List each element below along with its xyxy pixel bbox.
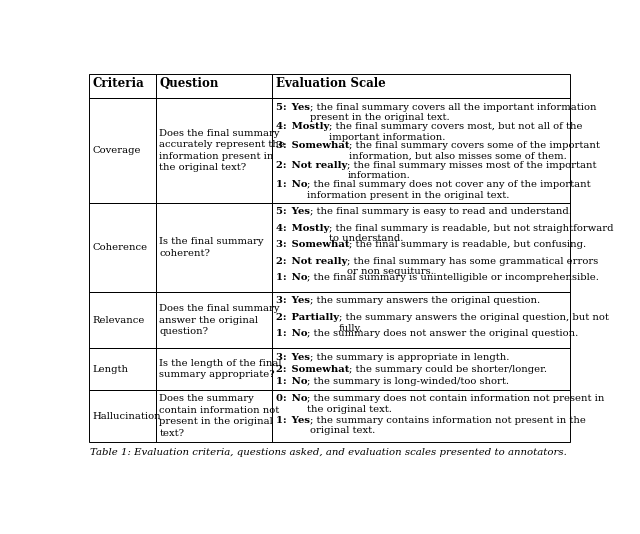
Bar — [156, 203, 273, 292]
Bar — [89, 349, 156, 390]
Text: 3: Somewhat: 3: Somewhat — [276, 240, 349, 249]
Text: 4: Mostly: 4: Mostly — [276, 122, 329, 131]
Bar — [273, 98, 570, 203]
Bar — [156, 98, 273, 203]
Bar — [156, 390, 273, 442]
Text: Table 1: Evaluation criteria, questions asked, and evaluation scales presented t: Table 1: Evaluation criteria, questions … — [90, 448, 566, 457]
Text: 1: Yes: 1: Yes — [276, 416, 310, 425]
Text: Coverage: Coverage — [92, 146, 141, 155]
Text: 2: Somewhat: 2: Somewhat — [276, 365, 349, 374]
Bar — [273, 203, 570, 292]
Text: 2: Not really: 2: Not really — [276, 161, 347, 170]
Text: ; the final summary is unintelligible or incomprehensible.: ; the final summary is unintelligible or… — [307, 273, 599, 282]
Text: ; the final summary does not cover any of the important
information present in t: ; the final summary does not cover any o… — [307, 180, 591, 200]
Text: ; the summary is long-winded/too short.: ; the summary is long-winded/too short. — [307, 377, 509, 386]
Text: 5: Yes: 5: Yes — [276, 103, 310, 112]
Text: Criteria: Criteria — [92, 77, 144, 90]
Text: ; the final summary is readable, but confusing.: ; the final summary is readable, but con… — [349, 240, 586, 249]
Text: ; the final summary covers all the important information
present in the original: ; the final summary covers all the impor… — [310, 103, 596, 122]
Text: ; the summary does not contain information not present in
the original text.: ; the summary does not contain informati… — [307, 394, 605, 413]
Text: ; the summary answers the original question, but not
fully.: ; the summary answers the original quest… — [339, 313, 609, 333]
Bar — [156, 349, 273, 390]
Text: Is the final summary
coherent?: Is the final summary coherent? — [159, 237, 264, 258]
Text: ; the summary contains information not present in the
original text.: ; the summary contains information not p… — [310, 416, 586, 435]
Text: Length: Length — [92, 365, 129, 374]
Text: Evaluation Scale: Evaluation Scale — [276, 77, 386, 90]
Text: ; the summary could be shorter/longer.: ; the summary could be shorter/longer. — [349, 365, 547, 374]
Text: Does the final summary
answer the original
question?: Does the final summary answer the origin… — [159, 304, 280, 336]
Text: ; the final summary covers some of the important
information, but also misses so: ; the final summary covers some of the i… — [349, 142, 600, 161]
Bar — [89, 292, 156, 349]
Text: 1: No: 1: No — [276, 180, 307, 189]
Text: 1: No: 1: No — [276, 377, 307, 386]
Text: 3: Yes: 3: Yes — [276, 296, 310, 305]
Bar — [89, 390, 156, 442]
Text: 3: Yes: 3: Yes — [276, 352, 310, 362]
Text: ; the summary answers the original question.: ; the summary answers the original quest… — [310, 296, 540, 305]
Text: ; the final summary covers most, but not all of the
important information.: ; the final summary covers most, but not… — [329, 122, 582, 142]
Text: Does the final summary
accurately represent the
information present in
the origi: Does the final summary accurately repres… — [159, 129, 285, 172]
Bar — [89, 203, 156, 292]
Text: ; the final summary is readable, but not straightforward
to understand.: ; the final summary is readable, but not… — [329, 224, 614, 244]
Text: 2: Not really: 2: Not really — [276, 257, 347, 265]
Text: ; the summary does not answer the original question.: ; the summary does not answer the origin… — [307, 329, 579, 339]
Text: 0: No: 0: No — [276, 394, 307, 403]
Text: 4: Mostly: 4: Mostly — [276, 224, 329, 232]
Bar — [156, 292, 273, 349]
Text: 2: Partially: 2: Partially — [276, 313, 339, 322]
Text: Is the length of the final
summary appropriate?: Is the length of the final summary appro… — [159, 359, 282, 379]
Text: ; the final summary is easy to read and understand.: ; the final summary is easy to read and … — [310, 207, 572, 216]
Bar — [89, 98, 156, 203]
Text: Coherence: Coherence — [92, 243, 148, 252]
Bar — [273, 349, 570, 390]
Text: ; the final summary has some grammatical errors
or non sequiturs.: ; the final summary has some grammatical… — [347, 257, 598, 277]
Text: Question: Question — [159, 77, 219, 90]
Bar — [273, 292, 570, 349]
Text: 5: Yes: 5: Yes — [276, 207, 310, 216]
Text: Hallucination: Hallucination — [92, 412, 161, 420]
Text: ; the summary is appropriate in length.: ; the summary is appropriate in length. — [310, 352, 509, 362]
Text: 1: No: 1: No — [276, 273, 307, 282]
Text: 3: Somewhat: 3: Somewhat — [276, 142, 349, 150]
Bar — [273, 390, 570, 442]
Bar — [89, 74, 156, 98]
Bar — [273, 74, 570, 98]
Text: Does the summary
contain information not
present in the original
text?: Does the summary contain information not… — [159, 394, 280, 438]
Text: ; the final summary misses most of the important
information.: ; the final summary misses most of the i… — [347, 161, 596, 180]
Text: Relevance: Relevance — [92, 316, 145, 325]
Text: 1: No: 1: No — [276, 329, 307, 339]
Bar — [156, 74, 273, 98]
